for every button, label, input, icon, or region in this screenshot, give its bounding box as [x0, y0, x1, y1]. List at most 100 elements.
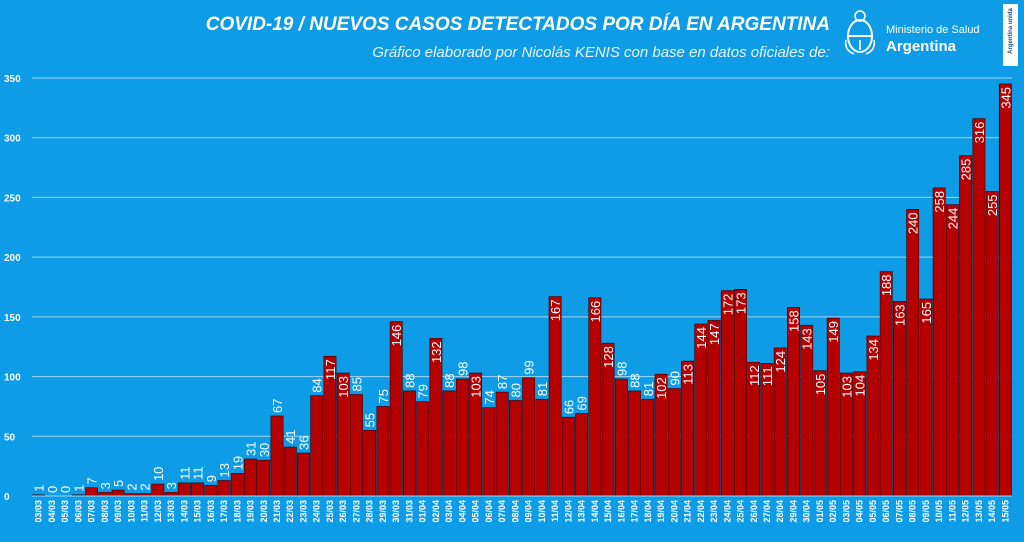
- bar: [734, 289, 747, 497]
- data-label: 67: [270, 399, 285, 413]
- bar: [893, 301, 906, 497]
- bar: [495, 391, 509, 497]
- x-tick-label: 02/05: [828, 500, 838, 523]
- data-label: 103: [336, 376, 351, 398]
- data-label: 105: [813, 374, 828, 396]
- data-label: 124: [773, 351, 788, 373]
- bar: [85, 487, 99, 497]
- chart-subtitle: Gráfico elaborado por Nicolás KENIS con …: [372, 44, 830, 61]
- data-label: 134: [866, 339, 881, 361]
- data-label: 13: [217, 463, 232, 477]
- x-tick-label: 30/03: [391, 500, 401, 523]
- x-tick-label: 06/05: [881, 500, 891, 523]
- bar: [177, 482, 191, 497]
- data-label: 75: [376, 389, 391, 403]
- x-tick-label: 13/05: [974, 500, 984, 523]
- x-tick-label: 06/04: [484, 500, 494, 523]
- x-tick-label: 15/03: [193, 500, 203, 523]
- chart-title: COVID-19 / NUEVOS CASOS DETECTADOS POR D…: [205, 14, 830, 35]
- x-tick-label: 11/05: [947, 500, 957, 522]
- x-tick-label: 16/04: [616, 500, 626, 523]
- data-label: 166: [588, 301, 603, 323]
- x-tick-label: 11/04: [550, 500, 560, 522]
- x-tick-label: 10/04: [537, 500, 547, 523]
- x-tick-label: 10/03: [126, 500, 136, 523]
- data-label: 128: [601, 346, 616, 368]
- x-tick-label: 15/05: [1000, 500, 1010, 523]
- bar: [535, 398, 549, 497]
- x-tick-label: 13/04: [577, 500, 587, 523]
- x-tick-label: 03/04: [444, 500, 454, 523]
- data-label: 146: [389, 325, 404, 347]
- x-tick-label: 08/05: [908, 500, 918, 523]
- bar: [906, 209, 920, 497]
- data-label: 66: [561, 400, 576, 414]
- bar: [98, 492, 112, 497]
- y-tick-label: 250: [4, 193, 21, 204]
- bar: [151, 483, 165, 497]
- data-label: 80: [508, 383, 523, 397]
- x-tick-label: 01/05: [815, 500, 825, 523]
- data-label: 9: [204, 475, 219, 482]
- x-tick-label: 04/04: [457, 500, 467, 523]
- y-tick-label: 350: [4, 74, 21, 85]
- data-label: 74: [482, 390, 497, 404]
- data-label: 3: [98, 482, 113, 489]
- data-label: 41: [283, 430, 298, 444]
- bar: [297, 452, 310, 497]
- data-label: 10: [151, 467, 166, 481]
- data-label: 1: [71, 485, 86, 492]
- data-label: 144: [694, 327, 709, 349]
- argentina-unida-badge: Argentina unida: [1003, 4, 1018, 66]
- x-tick-label: 18/03: [232, 500, 242, 523]
- bar: [985, 191, 999, 497]
- data-label: 90: [667, 371, 682, 385]
- bar: [522, 377, 536, 497]
- data-label: 31: [244, 442, 259, 456]
- data-label: 255: [985, 194, 1000, 216]
- data-label: 30: [257, 443, 272, 457]
- x-tick-label: 03/03: [34, 500, 44, 523]
- bar: [959, 155, 973, 497]
- bar: [641, 398, 655, 497]
- bar: [998, 83, 1012, 497]
- data-label: 98: [614, 361, 629, 375]
- bar: [694, 323, 708, 497]
- x-tick-label: 03/05: [841, 500, 851, 523]
- bar: [482, 407, 496, 497]
- x-tick-label: 28/03: [365, 500, 375, 523]
- data-label: 143: [800, 328, 815, 350]
- bar: [628, 390, 641, 497]
- data-label: 88: [442, 373, 457, 387]
- x-tick-label: 18/04: [643, 500, 653, 523]
- x-tick-label: 17/03: [219, 500, 229, 523]
- bar: [442, 390, 456, 497]
- x-tick-label: 25/03: [325, 500, 335, 523]
- x-tick-label: 12/03: [153, 500, 163, 523]
- bar: [310, 395, 324, 497]
- x-tick-label: 27/04: [762, 500, 772, 523]
- x-tick-label: 29/04: [788, 500, 798, 523]
- data-label: 99: [522, 360, 537, 374]
- x-tick-label: 29/03: [378, 500, 388, 523]
- bar: [826, 317, 840, 497]
- bar: [204, 484, 218, 497]
- bar: [614, 378, 628, 497]
- bar: [919, 298, 933, 497]
- data-label: 104: [853, 375, 868, 397]
- bar: [667, 388, 681, 497]
- y-tick-label: 50: [4, 432, 16, 443]
- bar: [575, 413, 589, 497]
- coat-of-arms-icon: [844, 10, 876, 55]
- bar: [244, 458, 257, 497]
- x-tick-label: 14/03: [179, 500, 189, 523]
- x-tick-label: 22/03: [285, 500, 295, 523]
- data-label: 165: [919, 302, 934, 324]
- data-label: 55: [363, 413, 378, 427]
- data-label: 2: [138, 483, 153, 490]
- x-tick-label: 26/04: [749, 500, 759, 523]
- data-label: 0: [58, 486, 73, 493]
- bar: [787, 307, 800, 497]
- data-label: 103: [469, 376, 484, 398]
